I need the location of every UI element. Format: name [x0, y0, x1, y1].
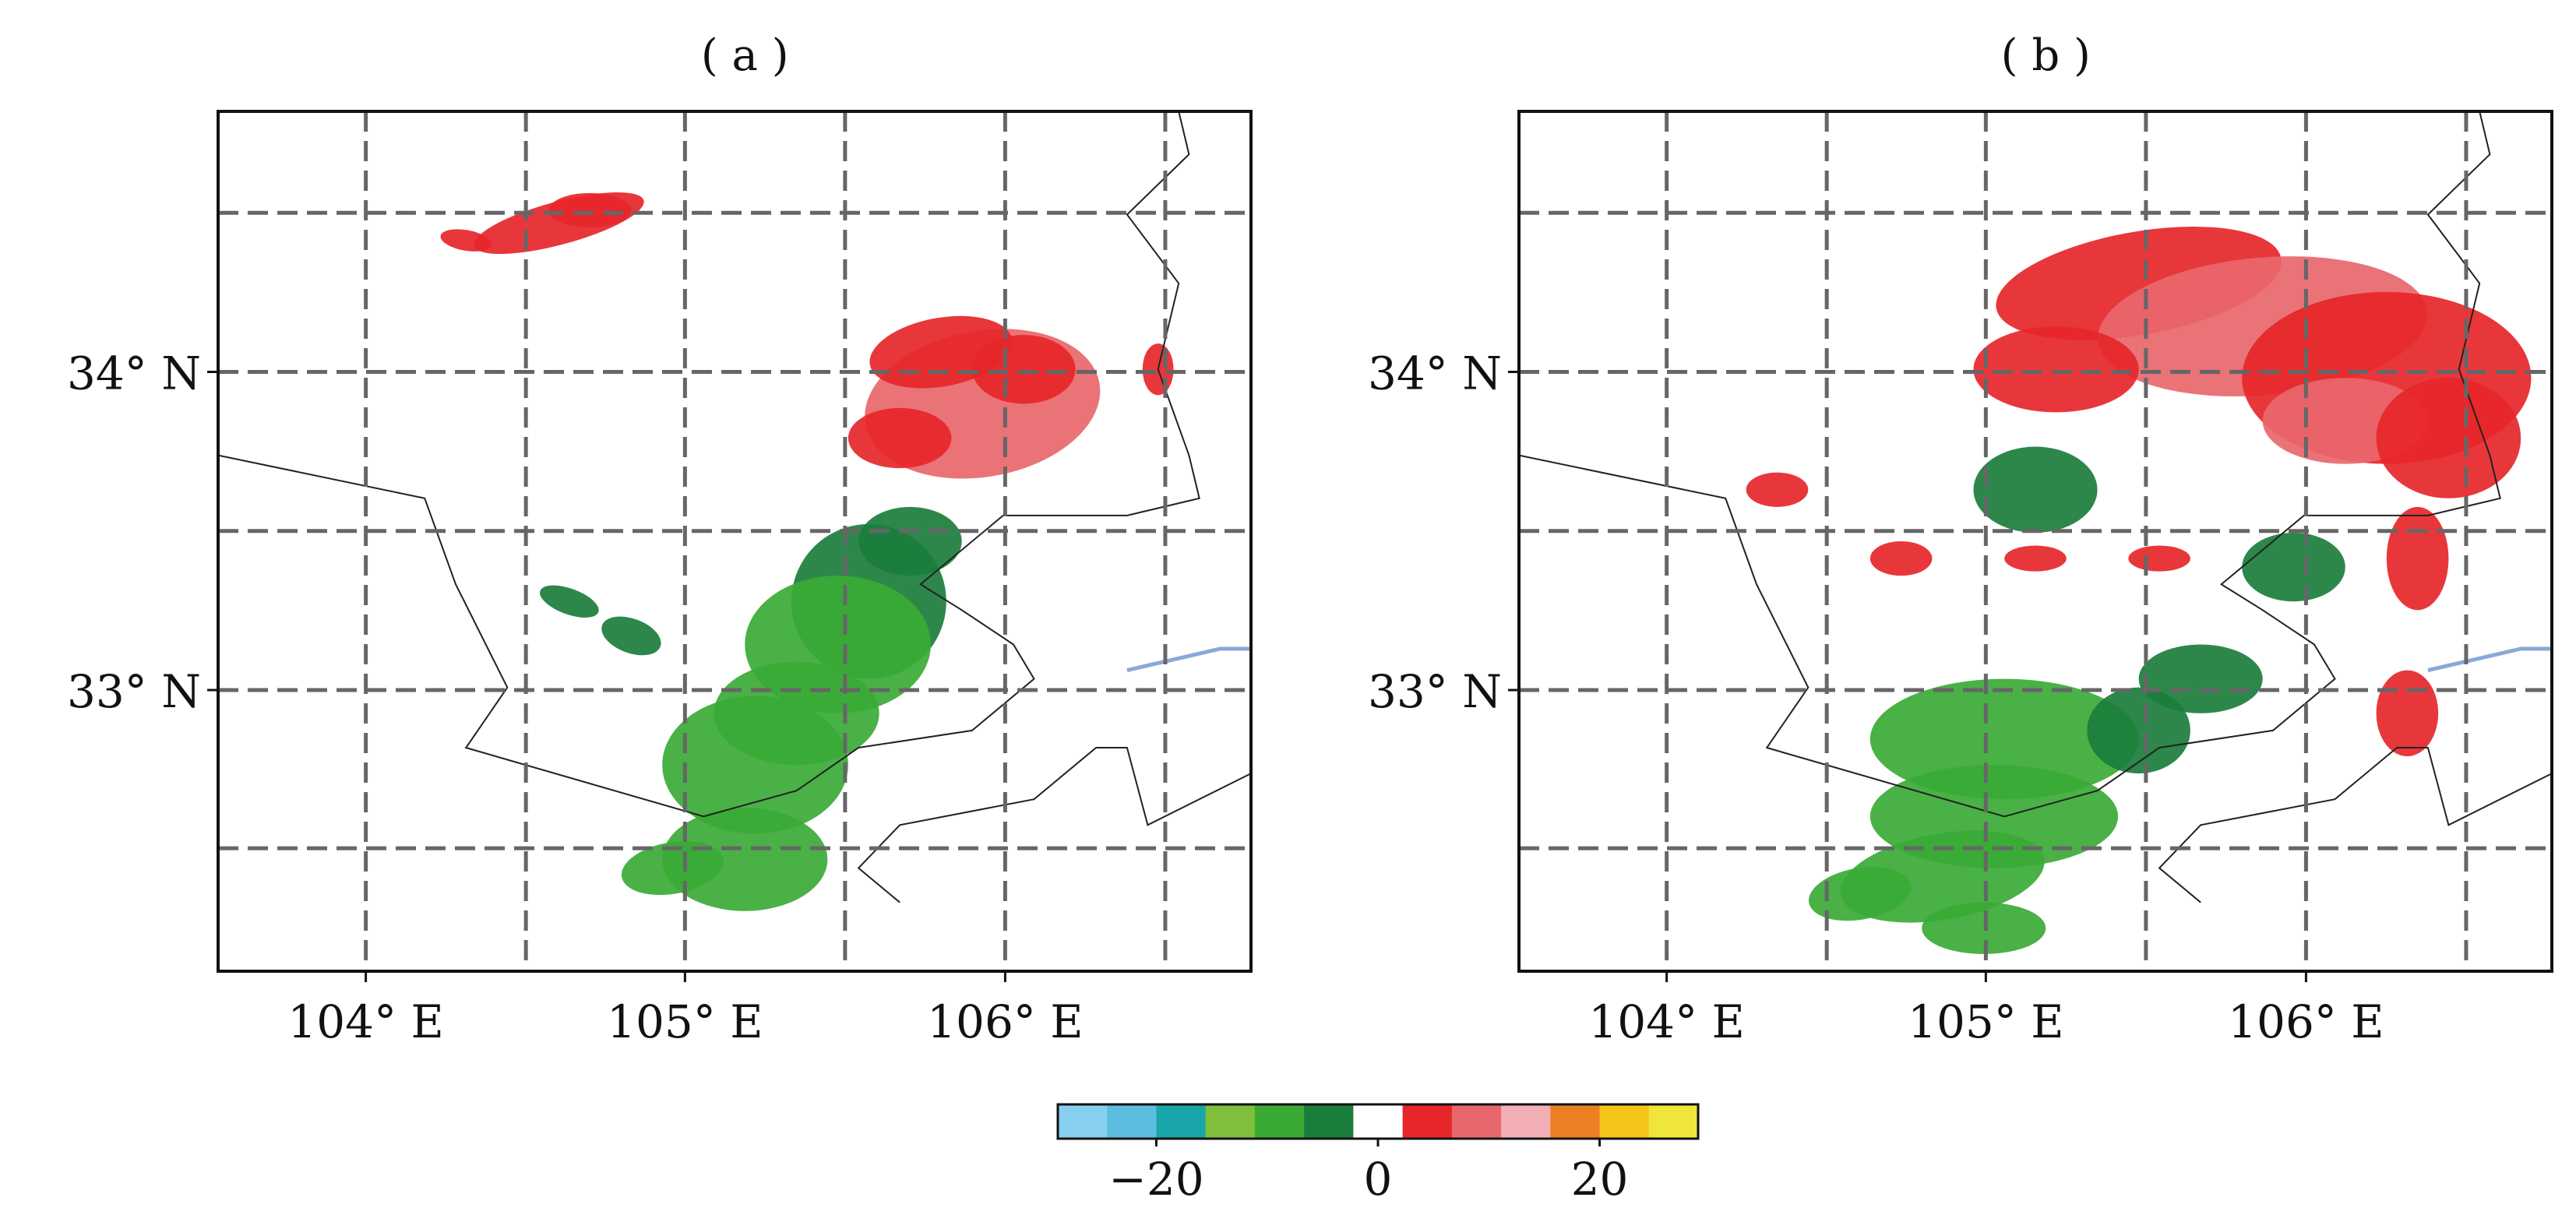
lon-tick-label: 104° E: [1588, 995, 1744, 1048]
colorbar-segment: [1648, 1104, 1699, 1139]
lon-tick-label: 105° E: [1908, 995, 2063, 1048]
colorbar-segment: [1550, 1104, 1601, 1139]
echo-patch: [848, 407, 952, 469]
echo-patch: [540, 585, 599, 618]
lon-tick-label: 104° E: [287, 995, 443, 1048]
colorbar-segment: [1501, 1104, 1551, 1139]
colorbar-segment: [1353, 1104, 1404, 1139]
map-frame: [217, 110, 1253, 973]
echo-patch: [1869, 678, 2139, 800]
map-panel-b: ( b ) 34° N 33° N 104° E 105° E 106° E: [1368, 30, 2553, 1048]
colorbar-tick-label: 0: [1364, 1153, 1393, 1206]
colorbar-segment: [1205, 1104, 1256, 1139]
echo-patch: [2087, 687, 2190, 774]
map-panel-a: ( a ) 34° N 33° N 104° E 105° E 106° E: [67, 30, 1253, 1048]
lat-tick-label: 33° N: [1368, 665, 1502, 718]
echo-patch: [662, 808, 828, 911]
echo-patch: [1809, 867, 1912, 921]
lon-tick-label: 105° E: [607, 995, 763, 1048]
echo-patch: [662, 696, 848, 834]
lon-tick-label: 106° E: [927, 995, 1083, 1048]
map-area: [1519, 111, 2552, 971]
colorbar-tick-label: 20: [1571, 1153, 1629, 1206]
echo-patch: [1746, 472, 1809, 507]
echo-patch: [2004, 545, 2067, 572]
echo-patch: [1973, 446, 2098, 533]
echo-patch: [2128, 545, 2190, 572]
echo-patch: [971, 335, 1076, 404]
panel-title: ( b ): [2001, 30, 2091, 81]
map-area: [218, 111, 1251, 971]
colorbar-segment: [1107, 1104, 1157, 1139]
river: [2427, 646, 2552, 673]
echo-patch: [1922, 902, 2046, 954]
lon-tick-label: 106° E: [2228, 995, 2384, 1048]
echo-patch: [2242, 532, 2345, 602]
province-boundary: [2158, 747, 2552, 903]
colorbar-segment: [1451, 1104, 1502, 1139]
colorbar-segment: [1254, 1104, 1305, 1139]
colorbar-segment: [1156, 1104, 1207, 1139]
province-boundary: [218, 111, 1200, 818]
echo-patch: [2376, 378, 2521, 498]
colorbar-tick-label: −20: [1108, 1153, 1203, 1206]
echo-patch: [2376, 670, 2439, 756]
lat-tick-label: 34° N: [1368, 347, 1502, 400]
province-boundary: [1519, 111, 2501, 818]
echo-patch: [858, 506, 962, 576]
colorbar-segment: [1599, 1104, 1650, 1139]
echo-patch: [1869, 541, 1933, 576]
echo-patch: [1973, 326, 2139, 413]
colorbar-segment: [1304, 1104, 1354, 1139]
lat-tick-label: 34° N: [67, 347, 201, 400]
echo-patch: [474, 192, 644, 255]
echo-patch: [621, 840, 724, 896]
colorbar-segment: [1402, 1104, 1453, 1139]
echo-patch: [2386, 506, 2449, 611]
colorbar-segment: [1058, 1104, 1108, 1139]
colorbar: −20 0 20: [1056, 1103, 1700, 1206]
lat-tick-label: 33° N: [67, 665, 201, 718]
panel-title: ( a ): [701, 30, 789, 81]
map-frame: [1517, 110, 2553, 973]
river: [1126, 646, 1251, 673]
echo-patch: [440, 229, 492, 252]
echo-patch: [601, 616, 661, 656]
province-boundary: [857, 747, 1251, 903]
echo-patch: [548, 192, 632, 228]
